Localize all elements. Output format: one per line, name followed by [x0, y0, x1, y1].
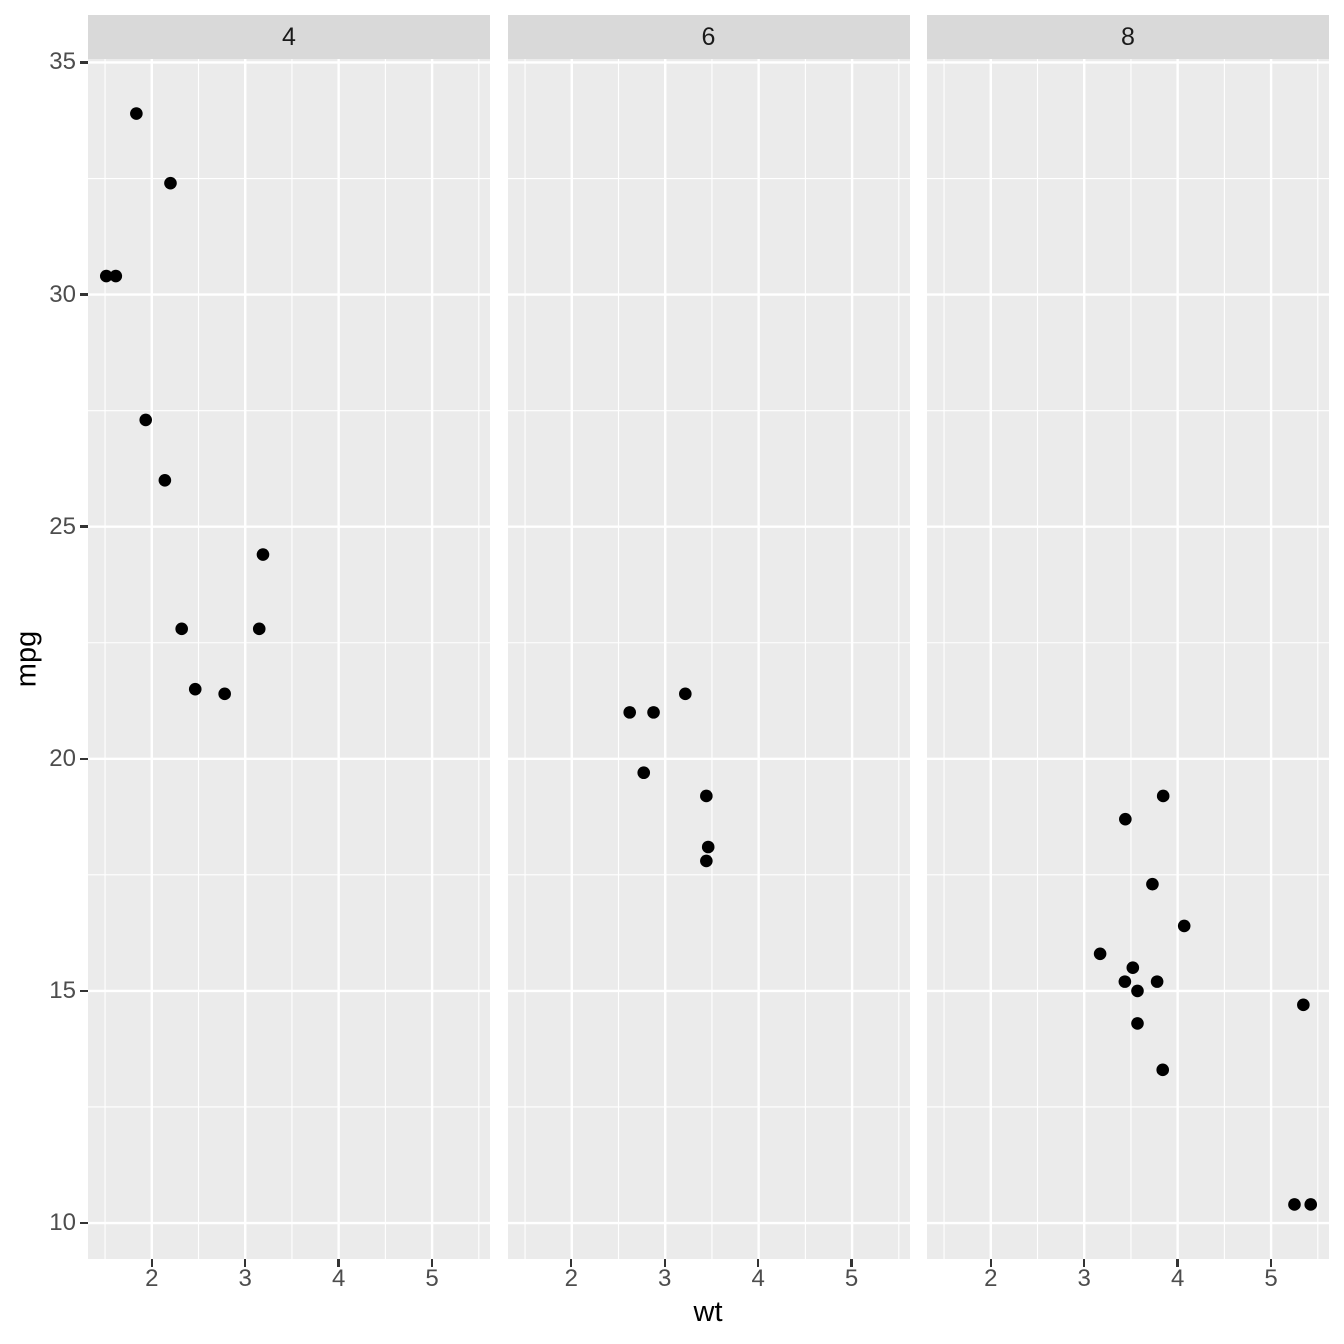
x-tick-label: 3: [1077, 1265, 1091, 1292]
y-tick-label: 10: [49, 1209, 76, 1237]
x-tick-mark: [150, 1259, 153, 1267]
data-point: [1146, 877, 1159, 891]
y-tick-label: 30: [49, 280, 76, 308]
data-point: [164, 176, 177, 190]
y-tick-mark: [80, 525, 88, 528]
x-tick-label: 5: [425, 1265, 439, 1292]
data-point: [1297, 998, 1310, 1012]
data-point: [109, 269, 123, 283]
x-tick-mark: [1269, 1259, 1273, 1267]
data-point: [1118, 975, 1132, 988]
data-point: [175, 622, 188, 636]
x-tick-mark: [663, 1259, 666, 1267]
data-point: [1150, 975, 1164, 988]
facet-strip-4: 4: [88, 15, 490, 59]
scatter-panel-cyl-8: [927, 59, 1329, 1259]
x-tick-mark: [1176, 1259, 1179, 1267]
scatter-panel-cyl-4: [88, 59, 490, 1259]
data-point: [1288, 1198, 1301, 1211]
y-tick-mark: [80, 989, 88, 993]
facet-strip-8: 8: [927, 15, 1329, 59]
y-tick-mark: [80, 757, 88, 760]
y-axis-title: mpg: [10, 630, 43, 688]
x-tick-label: 3: [238, 1265, 252, 1292]
data-point: [699, 789, 713, 803]
data-point: [699, 854, 713, 868]
y-tick-mark: [80, 293, 88, 296]
y-tick-mark: [80, 61, 88, 64]
data-point: [256, 548, 270, 561]
x-tick-label: 4: [331, 1265, 346, 1292]
x-tick-label: 2: [564, 1265, 578, 1292]
data-point: [188, 682, 202, 696]
scatter-panel-cyl-6: [507, 59, 910, 1259]
x-tick-mark: [1083, 1259, 1086, 1267]
data-point: [1156, 789, 1170, 803]
data-point: [1156, 1063, 1170, 1077]
data-point: [1131, 1017, 1144, 1030]
x-tick-label: 2: [145, 1265, 159, 1292]
data-point: [1304, 1198, 1318, 1211]
panel-background: [927, 59, 1329, 1259]
panel-background: [507, 59, 910, 1259]
y-tick-label: 25: [49, 512, 76, 540]
y-tick-label: 35: [49, 48, 76, 76]
x-tick-mark: [430, 1259, 434, 1267]
data-point: [1119, 812, 1132, 826]
data-point: [1093, 947, 1107, 961]
x-tick-label: 5: [844, 1265, 859, 1292]
data-point: [701, 840, 715, 854]
data-point: [218, 687, 231, 701]
x-tick-label: 2: [984, 1265, 998, 1292]
x-tick-mark: [244, 1259, 247, 1267]
data-point: [622, 706, 636, 719]
y-tick-mark: [80, 1221, 88, 1225]
data-point: [1126, 961, 1140, 975]
panel-background: [88, 59, 490, 1259]
x-tick-label: 3: [658, 1265, 672, 1292]
x-tick-label: 4: [751, 1265, 765, 1292]
data-point: [130, 107, 143, 120]
x-tick-mark: [570, 1259, 573, 1267]
x-tick-mark: [850, 1259, 853, 1267]
data-point: [646, 706, 660, 719]
data-point: [139, 413, 153, 427]
data-point: [1131, 984, 1144, 998]
data-point: [99, 269, 113, 283]
data-point: [636, 766, 650, 780]
x-tick-mark: [756, 1259, 760, 1267]
y-tick-label: 15: [49, 976, 76, 1004]
data-point: [1177, 919, 1191, 933]
data-point: [678, 687, 692, 701]
y-tick-label: 20: [49, 744, 76, 772]
x-tick-label: 5: [1264, 1265, 1278, 1292]
data-point: [252, 622, 266, 636]
x-axis-title: wt: [693, 1296, 723, 1328]
x-tick-mark: [337, 1259, 340, 1267]
facet-strip-6: 6: [507, 15, 910, 59]
data-point: [158, 473, 172, 487]
x-tick-label: 4: [1170, 1265, 1185, 1292]
x-tick-mark: [989, 1259, 992, 1267]
